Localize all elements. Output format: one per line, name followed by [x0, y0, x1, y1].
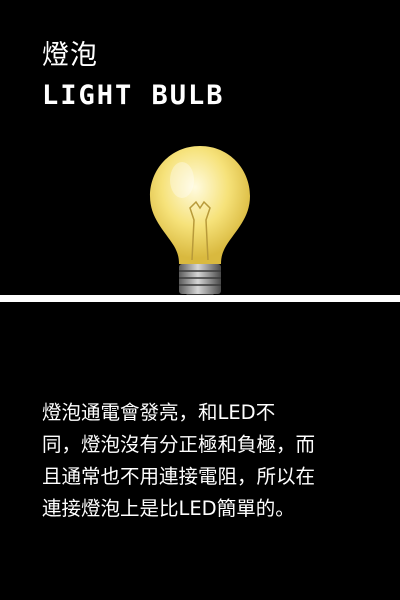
bulb-glass — [150, 146, 250, 264]
title-chinese: 燈泡 — [42, 40, 98, 71]
description-text: 燈泡通電會發亮，和LED不 同，燈泡沒有分正極和負極，而 且通常也不用連接電阻，… — [42, 401, 316, 520]
light-bulb-icon — [150, 146, 250, 300]
bulb-filament — [189, 200, 211, 261]
bulb-base — [179, 264, 221, 294]
title-english: LIGHT BULB — [42, 80, 225, 111]
shelf-divider — [0, 295, 400, 302]
